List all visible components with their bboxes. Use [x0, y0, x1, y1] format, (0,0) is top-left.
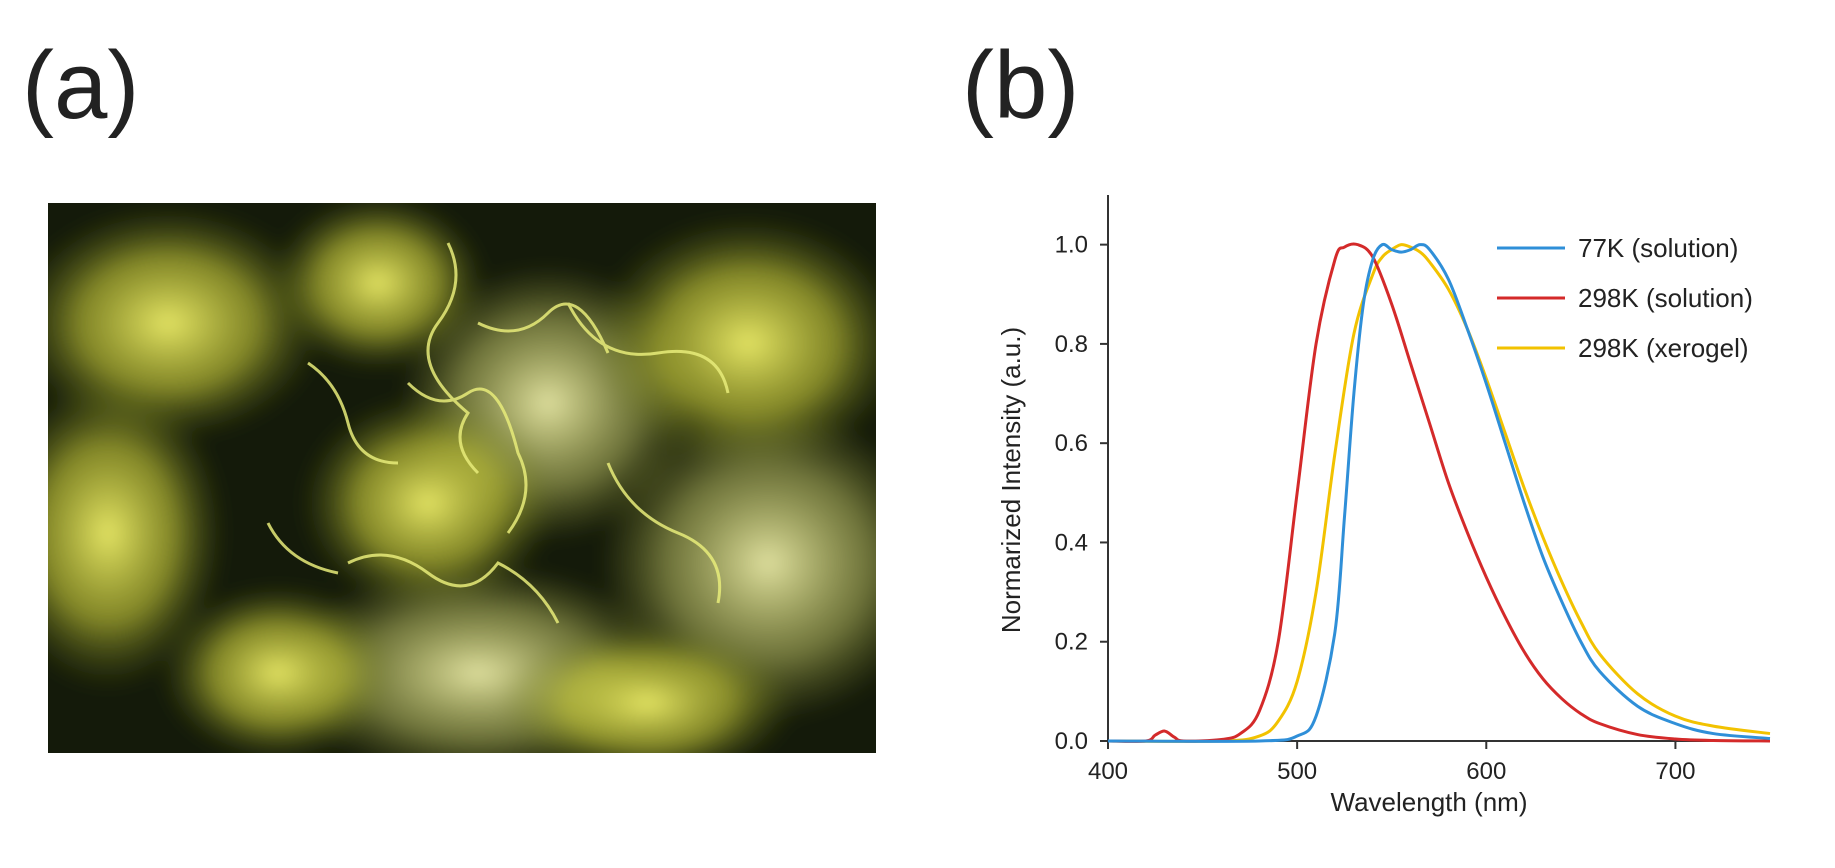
series-line-1 [1108, 244, 1770, 741]
legend: 77K (solution) 298K (solution) 298K (xerog… [1497, 233, 1753, 363]
y-tick-label: 0.6 [1055, 430, 1088, 457]
legend-label: 77K (solution) [1578, 233, 1738, 263]
x-tick-label: 600 [1466, 758, 1506, 785]
y-tick-label: 1.0 [1055, 232, 1088, 259]
x-tick-label: 500 [1277, 758, 1317, 785]
legend-label: 298K (solution) [1578, 283, 1753, 313]
x-tick-label: 700 [1655, 758, 1695, 785]
series-line-2 [1108, 245, 1770, 742]
y-tick-label: 0.8 [1055, 331, 1088, 358]
y-tick-label: 0.4 [1055, 529, 1088, 556]
x-axis-label: Wavelength (nm) [1331, 787, 1528, 817]
series-line-0 [1108, 244, 1770, 741]
legend-label: 298K (xerogel) [1578, 333, 1749, 363]
y-tick-label: 0.2 [1055, 629, 1088, 656]
y-axis-label: Normarized Intensity (a.u.) [996, 327, 1026, 633]
y-tick-label: 0.0 [1055, 728, 1088, 755]
x-tick-label: 400 [1088, 758, 1128, 785]
